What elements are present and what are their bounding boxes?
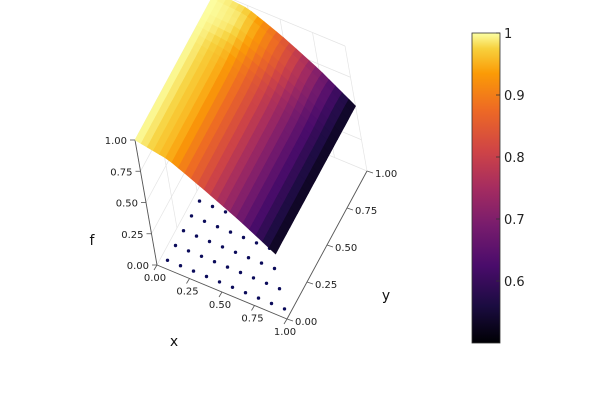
scatter-point [264,281,269,285]
scatter-point [277,287,282,291]
x-tick-mark [251,305,255,311]
z-axis-title: f [90,233,96,249]
scatter-point [238,270,243,275]
x-tick-label: 1.00 [274,327,296,338]
scatter-point [220,245,225,249]
scatter-point [215,225,220,229]
colorbar-ticks: 0.6 0.7 0.8 0.9 1 [496,27,525,290]
x-tick-label: 0.00 [144,273,166,284]
grid-line [344,45,368,172]
x-tick-mark [218,291,223,298]
scatter-point [282,307,287,311]
y-tick-mark [346,207,354,211]
scatter-point [191,269,196,273]
scatter-point [230,285,235,289]
scatter-point [212,260,217,264]
z-tick-label: 0.75 [110,167,132,178]
colorbar-tick-label: 0.9 [504,89,525,104]
scatter-point [243,291,248,295]
grid-line [233,0,346,47]
scatter-point [254,241,259,245]
x-tick-mark [153,264,158,271]
y-tick-label: 0.75 [355,206,377,217]
scatter-point [204,274,209,279]
colorbar-tick-label: 0.7 [504,213,525,228]
y-tick-label: 0.50 [335,243,357,254]
y-tick-label: 0.00 [295,317,317,328]
y-tick-mark [306,281,314,285]
scatter-point [228,230,233,234]
x-tick-label: 0.75 [241,314,263,325]
scatter-point [165,258,170,262]
scatter-point [199,254,204,258]
scatter-point [173,243,178,248]
scatter-point [197,199,202,203]
scatter-point [178,264,183,268]
surface [134,0,356,255]
scatter-point [207,239,212,244]
scatter-point [241,235,246,240]
y-tick-label: 1.00 [375,169,397,180]
z-tick-label: 0.25 [121,230,143,241]
colorbar-tick-label: 0.6 [504,275,525,290]
x-axis-title: x [170,334,178,350]
scatter-point [186,249,191,253]
scatter-point [269,301,274,306]
scatter-point [189,214,194,218]
surface-patch [268,240,280,255]
scatter-point [217,280,222,284]
y-tick-mark [286,318,294,322]
y-axis-title: y [382,288,390,304]
scatter-point [225,265,230,269]
x-tick-mark [283,318,288,325]
colorbar: 0.6 0.7 0.8 0.9 1 [471,27,525,344]
scatter-point [251,276,256,280]
z-tick-label: 0.00 [127,261,149,272]
scatter-point [256,296,261,300]
colorbar-tick-label: 0.8 [504,151,525,166]
colorbar-gradient [471,32,501,344]
z-tick-label: 0.50 [116,199,138,210]
x-tick-label: 0.50 [209,300,231,311]
scatter-point [223,210,228,214]
scatter-point [272,266,277,271]
scatter-point [202,219,207,223]
y-tick-mark [326,244,334,248]
z-tick-label: 1.00 [105,136,127,147]
scatter-point [259,261,264,265]
scatter-point [210,204,215,209]
scatter-point [233,250,238,254]
y-tick-mark [366,170,374,174]
colorbar-tick-label: 1 [504,27,512,42]
x-tick-label: 0.25 [176,287,198,298]
y-tick-label: 0.25 [315,280,337,291]
scatter-point [246,256,251,260]
scatter-point [181,229,186,233]
x-tick-mark [186,278,190,284]
tick-labels: 0.000.250.500.751.000.000.250.500.751.00… [105,136,398,338]
scatter-point [194,234,199,238]
